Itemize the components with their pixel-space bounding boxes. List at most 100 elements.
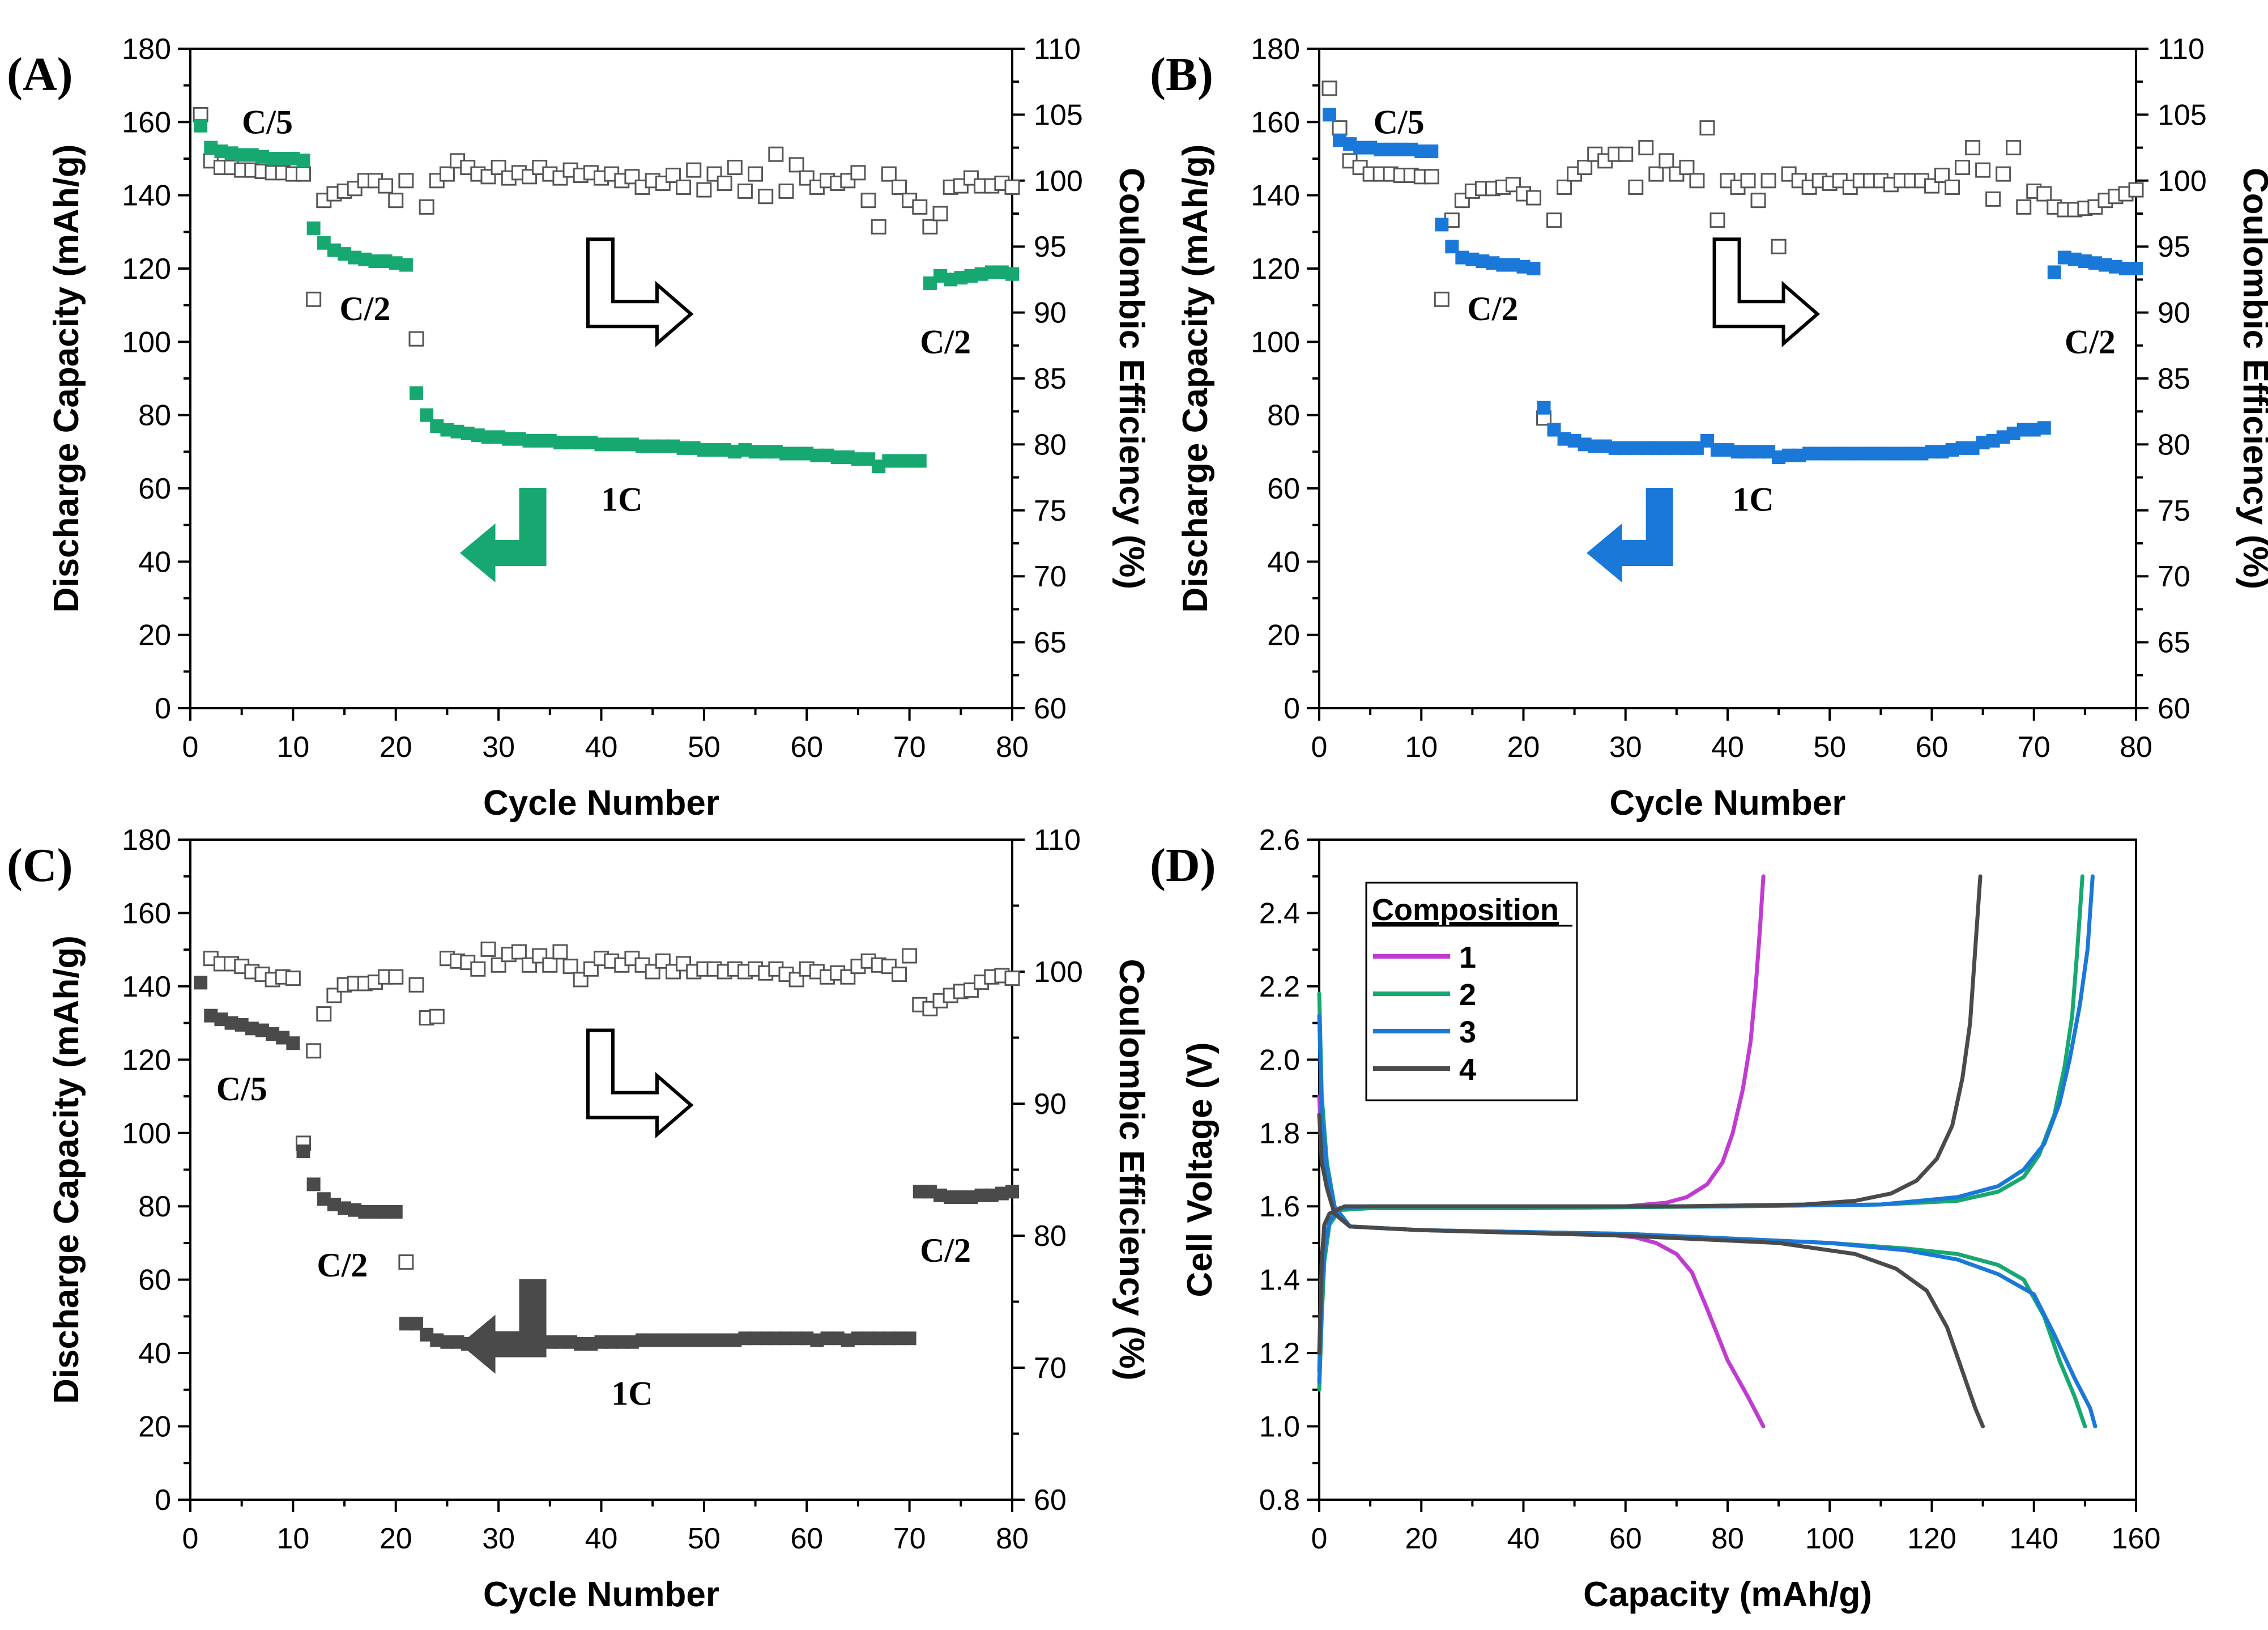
efficiency-point	[1679, 160, 1695, 176]
y-tick-label: 80	[138, 1190, 171, 1223]
efficiency-point	[1945, 179, 1960, 195]
efficiency-point	[891, 967, 907, 982]
x-tick-label: 80	[996, 731, 1029, 764]
y2-tick-label: 75	[1034, 495, 1067, 527]
y-tick-label: 1.6	[1259, 1190, 1300, 1223]
y2-tick-label: 80	[1034, 428, 1067, 461]
y2-tick-label: 105	[2158, 99, 2207, 131]
y2-axis: 60 70 80 90 100 110 Coulombic Efficiency (%)	[1012, 824, 1151, 1517]
y-tick-label: 60	[138, 1264, 171, 1297]
y-tick-label: 1.8	[1259, 1117, 1300, 1150]
x-tick-label: 140	[2009, 1522, 2058, 1555]
capacity-point	[194, 118, 208, 133]
y2-tick-label: 85	[1034, 363, 1067, 395]
efficiency-point	[316, 1006, 332, 1022]
x-tick-label: 20	[380, 1522, 412, 1555]
efficiency-point	[1526, 190, 1542, 206]
y2-tick-label: 95	[1034, 231, 1067, 263]
panel-label: (D)	[1150, 839, 1216, 892]
rate-label: C/2	[339, 290, 390, 327]
capacity-point	[1005, 267, 1019, 281]
efficiency-point	[439, 166, 455, 182]
legend-title: Composition	[1372, 893, 1559, 927]
y-tick-label: 180	[1251, 33, 1300, 66]
x-tick-label: 10	[276, 731, 309, 764]
y-tick-label: 20	[138, 619, 171, 652]
legend: Composition 1 23 4	[1365, 882, 1578, 1101]
y-tick-label: 40	[138, 1337, 171, 1370]
efficiency-series	[203, 941, 1020, 1270]
capacity-point	[1537, 401, 1551, 415]
capacity-point	[1394, 142, 1408, 156]
y-axis-title: Discharge Capacity (mAh/g)	[47, 144, 86, 613]
capacity-point	[1005, 1185, 1019, 1199]
rate-label: 1C	[601, 480, 642, 518]
capacity-point	[1414, 144, 1429, 159]
efficiency-point	[1975, 162, 1991, 178]
rate-label: 1C	[611, 1374, 653, 1412]
efficiency-point	[1699, 120, 1715, 136]
y-tick-label: 80	[1267, 399, 1300, 432]
x-tick-label: 30	[1609, 731, 1642, 764]
y-tick-label: 1.4	[1259, 1264, 1300, 1297]
efficiency-point	[1638, 140, 1654, 156]
efficiency-point	[408, 977, 424, 993]
y-tick-label: 60	[1267, 473, 1300, 505]
y-tick-label: 160	[122, 897, 171, 930]
y-axis-title: Discharge Capacity (mAh/g)	[1176, 144, 1215, 613]
y-tick-label: 2.6	[1259, 824, 1300, 857]
x-tick-label: 0	[1311, 1522, 1328, 1555]
y-tick-label: 100	[122, 326, 171, 359]
y2-axis: 60 65 70 75 80 85 90 95 100 105 110 Coulombic Effic…	[1012, 33, 1151, 725]
x-tick-label: 30	[482, 1522, 515, 1555]
efficiency-series	[193, 107, 1020, 347]
efficiency-point	[840, 969, 856, 985]
y-tick-label: 80	[138, 399, 171, 432]
capacity-point	[410, 386, 424, 400]
efficiency-point	[1740, 173, 1756, 189]
y-tick-label: 160	[1251, 106, 1300, 139]
capacity-point	[389, 1205, 403, 1219]
efficiency-point	[306, 1043, 322, 1059]
x-tick-label: 50	[1813, 731, 1846, 764]
y2-tick-label: 100	[1034, 165, 1083, 198]
efficiency-point	[1628, 179, 1644, 195]
efficiency-point	[788, 157, 804, 173]
efficiency-point	[1004, 179, 1020, 195]
efficiency-point	[881, 166, 897, 182]
capacity-point	[2037, 421, 2051, 435]
y-tick-label: 140	[122, 180, 171, 212]
series-4-charge-line	[1317, 874, 1983, 1355]
capacity-point	[194, 976, 208, 990]
efficiency-point	[1557, 179, 1572, 195]
efficiency-point	[902, 948, 918, 964]
y-tick-label: 0	[155, 692, 171, 725]
efficiency-point	[388, 969, 404, 985]
x-axis-title: Cycle Number	[483, 1575, 719, 1614]
y2-tick-label: 90	[1034, 1088, 1067, 1121]
efficiency-point	[758, 189, 774, 205]
x-tick-label: 30	[482, 731, 515, 764]
y2-tick-label: 70	[1034, 560, 1067, 593]
efficiency-point	[1321, 80, 1337, 96]
x-tick-label: 80	[1711, 1522, 1744, 1555]
y2-tick-label: 90	[2158, 297, 2190, 330]
panel-label: (C)	[7, 839, 73, 892]
y-tick-label: 2.4	[1259, 897, 1300, 930]
x-tick-label: 40	[1711, 731, 1744, 764]
y2-tick-label: 85	[2158, 363, 2190, 395]
x-tick-label: 70	[893, 1522, 926, 1555]
x-tick-label: 10	[1405, 731, 1438, 764]
legend-label: 2	[1459, 978, 1476, 1012]
rate-label: 1C	[1732, 480, 1774, 518]
x-tick-label: 0	[1311, 731, 1328, 764]
arrow-to-capacity-axis	[459, 1279, 547, 1374]
x-axis: 0 10 20 30 40 50 60 70 80 Cycle Number	[1311, 708, 2152, 823]
x-tick-label: 20	[1507, 731, 1540, 764]
y-tick-label: 0	[1284, 692, 1300, 725]
efficiency-point	[522, 957, 538, 973]
efficiency-point	[850, 165, 866, 181]
efficiency-point	[583, 961, 599, 977]
rate-label: C/5	[1374, 103, 1425, 141]
y-tick-label: 0	[155, 1484, 171, 1517]
